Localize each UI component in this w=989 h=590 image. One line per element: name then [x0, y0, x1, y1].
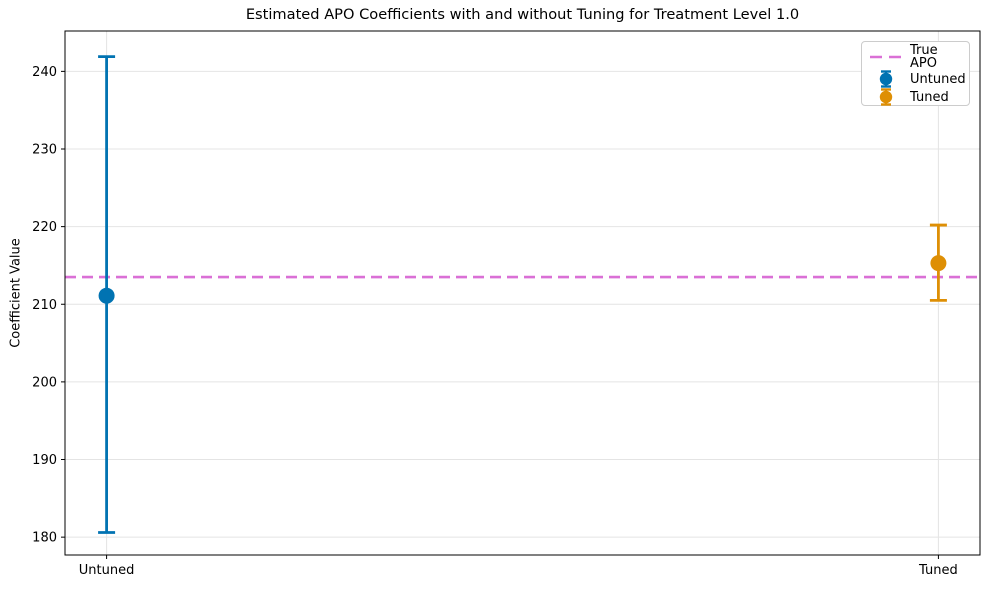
y-tick-label: 190: [32, 453, 57, 468]
chart-title: Estimated APO Coefficients with and with…: [245, 6, 800, 23]
errorbar-marker-icon: [879, 70, 893, 88]
legend-entry-tuned: Tuned: [869, 88, 965, 106]
marker-untuned: [98, 287, 115, 304]
y-tick-label: 200: [32, 375, 57, 390]
y-tick-label: 210: [32, 298, 57, 313]
y-tick-label: 240: [32, 65, 57, 80]
legend-entry-true-apo: True APO: [869, 44, 965, 70]
legend-label: Untuned: [910, 71, 966, 87]
legend-label: Tuned: [910, 89, 949, 105]
legend: True APO Untuned Tuned: [861, 41, 970, 106]
x-tick-label: Tuned: [918, 563, 958, 578]
legend-label: True APO: [910, 43, 938, 71]
y-tick-label: 180: [32, 531, 57, 546]
axes-frame: [64, 30, 981, 556]
y-tick-label: 220: [32, 220, 57, 235]
legend-entry-untuned: Untuned: [869, 70, 966, 88]
marker-tuned: [930, 255, 947, 272]
y-tick-label: 230: [32, 142, 57, 157]
dashed-line-icon: [870, 55, 902, 59]
errorbar-marker-icon: [879, 88, 893, 106]
x-tick-label: Untuned: [79, 563, 135, 578]
